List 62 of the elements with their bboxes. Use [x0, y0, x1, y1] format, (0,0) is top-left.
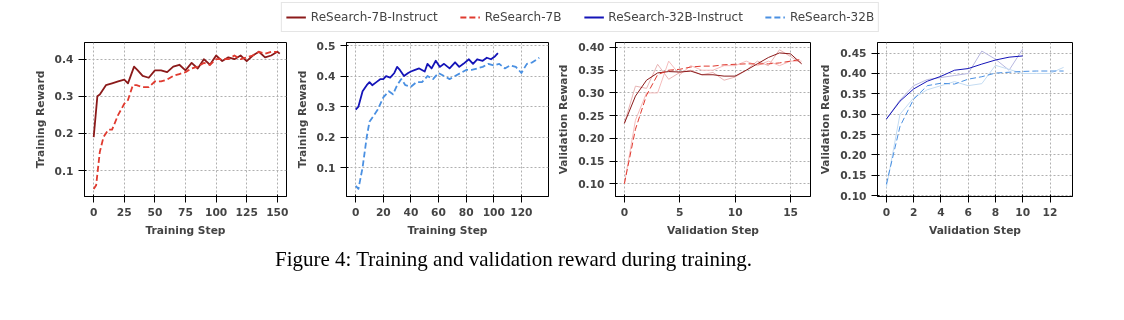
- y-tick-label: 0.30: [840, 108, 867, 122]
- legend-label: ReSearch-7B: [484, 10, 562, 24]
- x-tick-label: 0: [89, 205, 98, 219]
- y-tick-label: 0.20: [578, 132, 605, 146]
- x-tick-label: 100: [482, 205, 505, 219]
- x-tick-label: 75: [178, 205, 193, 219]
- y-tick-label: 0.30: [578, 86, 605, 100]
- y-tick-label: 0.3: [316, 100, 336, 114]
- legend-label: ReSearch-32B: [789, 10, 875, 24]
- x-tick-label: 2: [909, 205, 918, 219]
- y-axis-title: Validation Reward: [557, 64, 571, 175]
- x-tick-label: 5: [676, 205, 684, 219]
- x-tick-label: 20: [375, 205, 391, 219]
- x-tick-label: 4: [937, 205, 945, 219]
- y-tick-label: 0.4: [54, 53, 74, 67]
- x-axis-title: Training Step: [407, 223, 488, 237]
- y-tick-label: 0.2: [316, 131, 336, 145]
- y-tick-label: 0.45: [840, 47, 867, 61]
- x-tick-label: 8: [991, 205, 1000, 219]
- x-tick-label: 12: [1042, 205, 1058, 219]
- x-tick-label: 50: [147, 205, 163, 219]
- caption: Figure 4: Training and validation reward during training.: [275, 246, 753, 273]
- x-tick-label: 60: [431, 205, 446, 219]
- x-tick-label: 150: [266, 205, 289, 219]
- y-tick-label: 0.35: [840, 87, 867, 101]
- y-tick-label: 0.1: [316, 161, 336, 175]
- x-tick-label: 0: [620, 205, 629, 219]
- y-tick-label: 0.10: [840, 189, 867, 203]
- y-tick-label: 0.10: [578, 177, 605, 191]
- y-tick-label: 0.3: [54, 90, 74, 104]
- x-axis-title: Validation Step: [667, 223, 760, 237]
- x-tick-label: 15: [783, 205, 798, 219]
- x-tick-label: 80: [458, 205, 474, 219]
- y-tick-label: 0.15: [840, 169, 867, 183]
- y-tick-label: 0.40: [840, 67, 867, 81]
- x-tick-label: 25: [116, 205, 132, 219]
- x-axis-title: Validation Step: [929, 223, 1022, 237]
- y-tick-label: 0.35: [578, 64, 605, 78]
- y-tick-label: 0.15: [578, 155, 605, 169]
- legend-label: ReSearch-7B-Instruct: [310, 10, 438, 24]
- y-axis-title: Training Reward: [295, 70, 309, 169]
- x-tick-label: 0: [351, 205, 360, 219]
- y-tick-label: 0.1: [54, 164, 74, 178]
- x-tick-label: 0: [882, 205, 891, 219]
- y-tick-label: 0.4: [316, 70, 336, 84]
- x-tick-label: 100: [204, 205, 228, 219]
- x-tick-label: 120: [510, 205, 533, 219]
- y-tick-label: 0.25: [840, 128, 867, 142]
- y-tick-label: 0.20: [840, 148, 867, 162]
- y-tick-label: 0.2: [54, 127, 74, 141]
- x-tick-label: 40: [403, 205, 419, 219]
- y-tick-label: 0.5: [316, 39, 336, 53]
- x-tick-label: 10: [727, 205, 743, 219]
- y-axis-title: Training Reward: [33, 70, 47, 169]
- y-tick-label: 0.25: [578, 109, 605, 123]
- x-tick-label: 10: [1015, 205, 1031, 219]
- x-tick-label: 6: [964, 205, 972, 219]
- y-axis-title: Validation Reward: [819, 64, 833, 175]
- y-tick-label: 0.40: [578, 41, 605, 55]
- x-tick-label: 125: [235, 205, 258, 219]
- x-axis-title: Training Step: [145, 223, 226, 237]
- legend-label: ReSearch-32B-Instruct: [608, 10, 743, 24]
